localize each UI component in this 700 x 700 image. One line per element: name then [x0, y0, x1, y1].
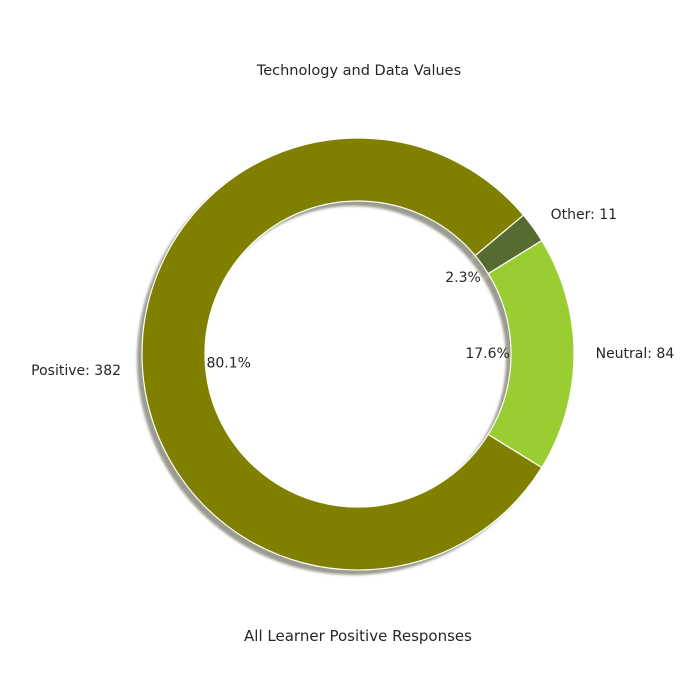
- slice-label-neutral: Neutral: 84: [596, 346, 675, 362]
- slice-positive: [141, 137, 543, 571]
- label-layer: Positive: 382 80.1% Neutral: 84 17.6% Other:…: [31, 207, 674, 379]
- slice-other: [474, 214, 543, 275]
- x-axis-label: All Learner Positive Responses: [244, 627, 472, 645]
- slice-label-other: Other: 11: [551, 207, 618, 223]
- chart-title: Technology and Data Values: [256, 63, 461, 79]
- slice-percent-other: 2.3%: [445, 270, 481, 286]
- slice-percent-positive: 80.1%: [206, 355, 250, 371]
- slice-label-positive: Positive: 382: [31, 363, 121, 379]
- slice-percent-neutral: 17.6%: [465, 346, 509, 362]
- slice-layer: [141, 137, 575, 571]
